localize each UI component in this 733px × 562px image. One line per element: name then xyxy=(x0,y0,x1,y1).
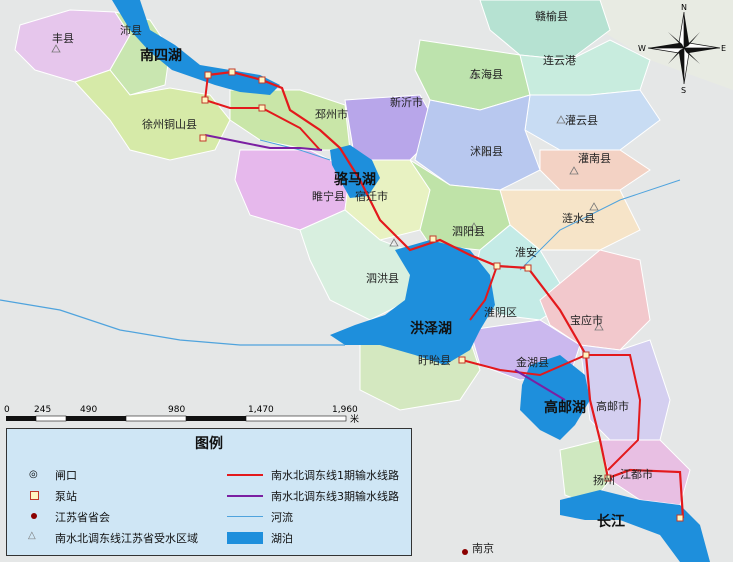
scale-tick-3: 980 xyxy=(168,405,185,415)
region-gaoyou xyxy=(579,339,671,451)
label-xinyi: 新沂市 xyxy=(390,95,423,109)
legend-label-phase1: 南水北调东线1期输水线路 xyxy=(271,469,399,482)
legend-title: 图例 xyxy=(195,436,223,452)
label-lianshui: 涟水县 xyxy=(562,211,595,225)
label-sihong: 泗洪县 xyxy=(366,271,399,285)
receiving-area-markers xyxy=(51,44,604,331)
river-1 xyxy=(259,139,331,161)
label-nansihu: 南四湖 xyxy=(140,47,182,64)
phase3-route xyxy=(204,134,323,151)
lake-fill-icon xyxy=(227,532,263,544)
scale-bar: 0 245 490 980 1,470 1,960 米 xyxy=(4,405,359,425)
compass-n: N xyxy=(681,3,687,12)
phase1-route xyxy=(207,70,685,519)
label-shuyang: 沭阳县 xyxy=(470,145,503,158)
label-gaoyou: 高邮市 xyxy=(596,399,629,413)
label-peixian: 沛县 xyxy=(120,23,142,37)
region-guanyun xyxy=(524,89,661,151)
pump-stations xyxy=(199,68,684,522)
gaoyouhu-lake xyxy=(520,355,590,440)
river-line-icon xyxy=(227,516,263,517)
legend: 图例 ◎ 闸口 泵站 江苏省省会 △ 南水北调东线江苏省受水区域 南水北调东线1… xyxy=(6,428,412,556)
sluice-icon: ◎ xyxy=(29,469,38,480)
nanjing-capital-marker xyxy=(462,549,468,555)
yangtze-river xyxy=(560,490,710,562)
hongzehu-lake xyxy=(330,240,495,365)
phase1-line-icon xyxy=(227,474,263,476)
scale-tick-5: 1,960 xyxy=(332,405,358,415)
compass-rose: N S E W xyxy=(638,3,726,95)
legend-label-river: 河流 xyxy=(271,511,293,524)
scale-unit: 米 xyxy=(350,413,359,425)
compass-s: S xyxy=(681,86,686,95)
river-huai xyxy=(0,299,345,346)
label-donghai: 东海县 xyxy=(470,67,503,81)
label-ganyu: 赣榆县 xyxy=(535,9,568,23)
phase1-route-west xyxy=(203,74,321,151)
compass-e: E xyxy=(721,44,726,53)
triangle-icon: △ xyxy=(28,530,36,541)
label-guannan: 灌南县 xyxy=(578,152,611,165)
legend-label-sluice: 闸口 xyxy=(55,469,77,482)
scale-tick-4: 1,470 xyxy=(248,405,274,415)
label-suining: 睢宁县 xyxy=(312,189,345,203)
label-luomahu: 骆马湖 xyxy=(334,171,376,188)
label-xuyi: 盱眙县 xyxy=(418,353,451,367)
legend-label-capital: 江苏省省会 xyxy=(55,511,110,524)
label-huaiyin: 淮阴区 xyxy=(484,306,517,319)
label-suqian: 宿迁市 xyxy=(355,189,388,203)
pump-station-icon xyxy=(30,491,39,500)
label-baoying: 宝应市 xyxy=(570,313,603,327)
label-yangtze: 长江 xyxy=(597,513,625,530)
nansihu-lake xyxy=(112,0,280,95)
legend-label-area: 南水北调东线江苏省受水区域 xyxy=(55,532,198,545)
label-pizhou: 邳州市 xyxy=(315,107,348,121)
label-jiangdu: 江都市 xyxy=(620,467,653,481)
phase3-line-icon xyxy=(227,495,263,497)
label-huaian: 淮安 xyxy=(515,245,537,259)
river-2 xyxy=(519,179,681,271)
phase1-route-east xyxy=(461,354,642,471)
label-guanyun: 灌云县 xyxy=(565,114,598,127)
scale-tick-0: 0 xyxy=(4,405,10,415)
label-fengxian: 丰县 xyxy=(52,32,74,45)
label-xuzhou: 徐州铜山县 xyxy=(142,117,197,131)
region-peixian xyxy=(109,11,171,96)
region-north xyxy=(0,0,733,90)
label-lianyungang: 连云港 xyxy=(543,54,576,67)
label-siyang: 泗阳县 xyxy=(452,225,485,238)
label-nanjing: 南京 xyxy=(472,541,494,555)
capital-icon xyxy=(31,513,37,519)
label-hongzehu: 洪泽湖 xyxy=(410,320,452,337)
label-jinhu: 金湖县 xyxy=(516,355,549,369)
legend-label-lake: 湖泊 xyxy=(271,532,293,545)
phase3-route-south xyxy=(514,369,566,401)
compass-w: W xyxy=(638,44,646,53)
legend-label-phase3: 南水北调东线3期输水线路 xyxy=(271,490,399,503)
legend-label-pump: 泵站 xyxy=(55,490,77,503)
phase1-route-link xyxy=(469,265,498,321)
label-gaoyouhu: 高邮湖 xyxy=(544,399,586,416)
scale-tick-1: 245 xyxy=(34,405,51,415)
scale-tick-2: 490 xyxy=(80,405,97,415)
label-yangzhou: 扬州 xyxy=(593,473,615,487)
